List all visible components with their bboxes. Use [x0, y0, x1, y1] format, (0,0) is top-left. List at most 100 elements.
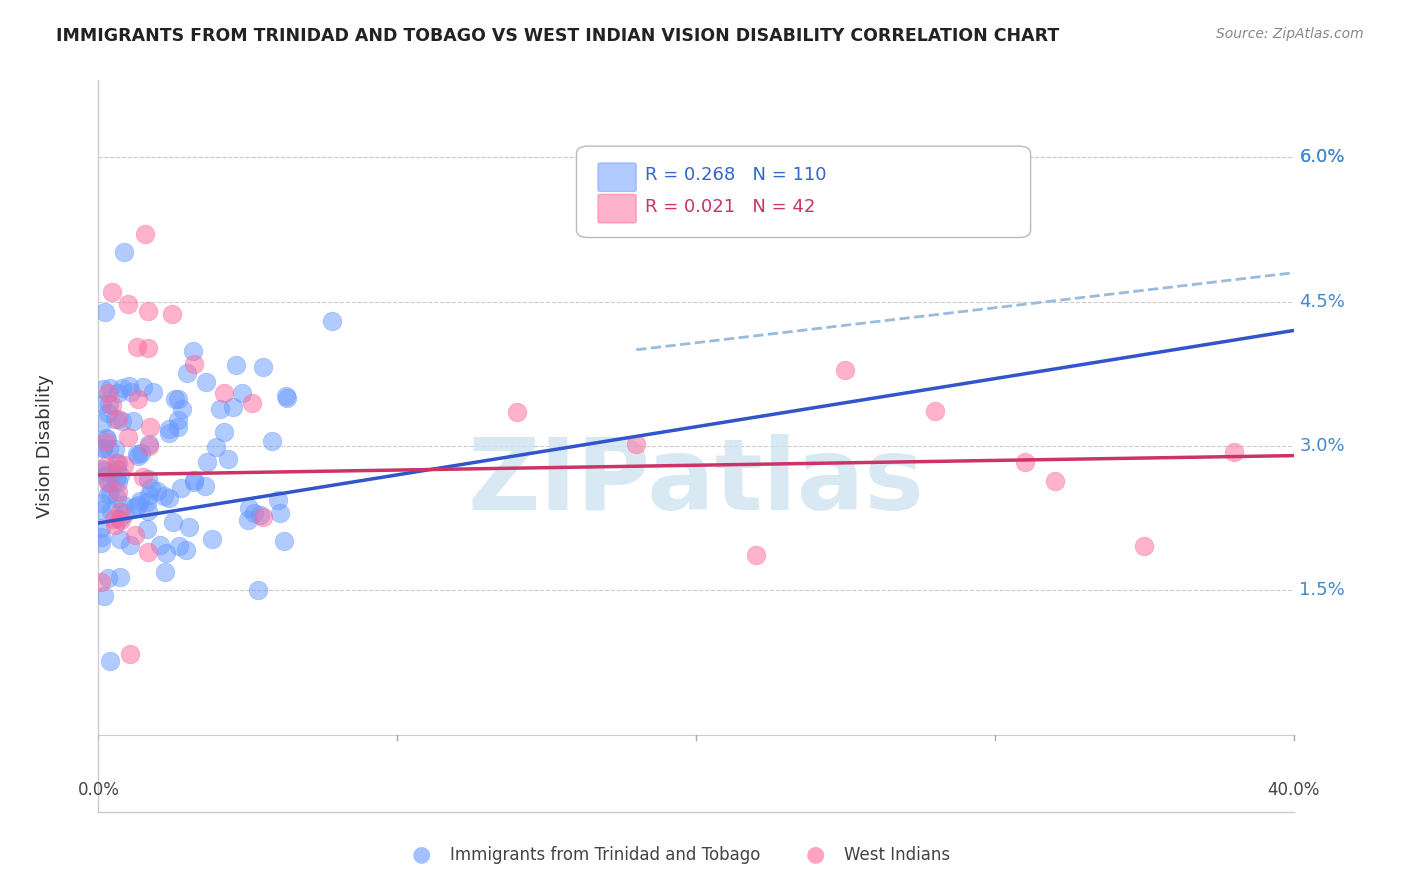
Point: [134, 227, 156, 242]
Point: [107, 475, 129, 489]
Point: [108, 468, 131, 483]
Point: [98, 381, 121, 395]
Point: [98, 397, 121, 411]
Point: [93, 382, 115, 396]
Point: [98, 486, 121, 500]
Point: [110, 512, 132, 526]
Point: [107, 412, 129, 426]
Point: [94, 305, 117, 319]
Point: [111, 381, 134, 395]
Point: [166, 413, 188, 427]
Point: [90, 521, 112, 535]
Point: [153, 566, 176, 580]
Point: [172, 402, 194, 417]
Point: [146, 483, 169, 498]
Point: [93, 589, 115, 603]
Point: [127, 340, 149, 354]
Point: [127, 392, 149, 407]
Point: [249, 508, 271, 523]
Point: [90, 536, 112, 550]
Point: [1133, 539, 1156, 553]
Point: [136, 304, 159, 318]
Point: [231, 386, 253, 401]
Point: [167, 420, 190, 434]
Point: [176, 366, 198, 380]
Point: [97, 475, 120, 490]
Point: [90, 416, 112, 430]
Point: [112, 458, 135, 472]
Text: R = 0.268   N = 110: R = 0.268 N = 110: [644, 167, 827, 185]
Point: [170, 481, 193, 495]
FancyBboxPatch shape: [576, 146, 1031, 237]
Point: [204, 440, 226, 454]
Point: [240, 396, 263, 410]
Point: [121, 414, 143, 428]
Text: ●: ●: [806, 845, 825, 864]
Point: [217, 452, 239, 467]
Text: 1.5%: 1.5%: [1299, 582, 1346, 599]
Point: [107, 512, 129, 526]
Point: [195, 455, 218, 469]
Point: [90, 530, 112, 544]
Point: [138, 437, 160, 451]
Point: [127, 498, 149, 512]
Point: [260, 434, 283, 449]
Point: [153, 489, 176, 503]
Point: [252, 510, 274, 524]
Point: [243, 506, 266, 520]
Point: [321, 314, 343, 328]
Point: [194, 478, 217, 492]
Point: [162, 515, 184, 529]
Point: [104, 456, 127, 470]
Text: 6.0%: 6.0%: [1299, 148, 1346, 166]
Point: [107, 386, 129, 401]
Point: [108, 532, 131, 546]
Point: [100, 654, 122, 668]
Point: [269, 506, 291, 520]
Point: [195, 376, 218, 390]
Point: [1223, 445, 1246, 459]
Point: [108, 505, 131, 519]
Point: [107, 457, 129, 471]
Point: [97, 386, 120, 401]
Point: [100, 285, 122, 299]
Point: [101, 398, 124, 412]
Point: [90, 574, 112, 589]
Point: [138, 488, 160, 502]
Point: [136, 472, 159, 486]
Text: Vision Disability: Vision Disability: [35, 374, 53, 518]
Point: [118, 647, 141, 661]
Point: [834, 363, 856, 377]
Point: [114, 506, 136, 520]
Point: [212, 386, 235, 401]
Point: [183, 473, 205, 487]
Point: [96, 431, 118, 445]
Point: [135, 495, 157, 509]
Point: [94, 464, 117, 478]
Point: [924, 404, 946, 418]
Point: [98, 442, 121, 456]
Text: Source: ZipAtlas.com: Source: ZipAtlas.com: [1216, 27, 1364, 41]
Point: [626, 437, 648, 451]
Point: [157, 491, 180, 505]
Point: [132, 379, 155, 393]
Point: [136, 504, 159, 518]
Text: 0.0%: 0.0%: [77, 780, 120, 799]
Point: [225, 358, 247, 372]
Text: 6.0%: 6.0%: [1299, 148, 1346, 166]
Point: [124, 528, 146, 542]
Point: [157, 422, 180, 436]
Point: [105, 462, 128, 476]
Point: [138, 439, 160, 453]
FancyBboxPatch shape: [598, 163, 636, 192]
Point: [96, 571, 118, 585]
Point: [179, 519, 201, 533]
Point: [124, 500, 146, 514]
Point: [160, 308, 183, 322]
Point: [149, 538, 172, 552]
Text: 4.5%: 4.5%: [1299, 293, 1346, 310]
Point: [252, 360, 274, 375]
Text: ●: ●: [412, 845, 432, 864]
Point: [166, 392, 188, 406]
Point: [142, 384, 165, 399]
